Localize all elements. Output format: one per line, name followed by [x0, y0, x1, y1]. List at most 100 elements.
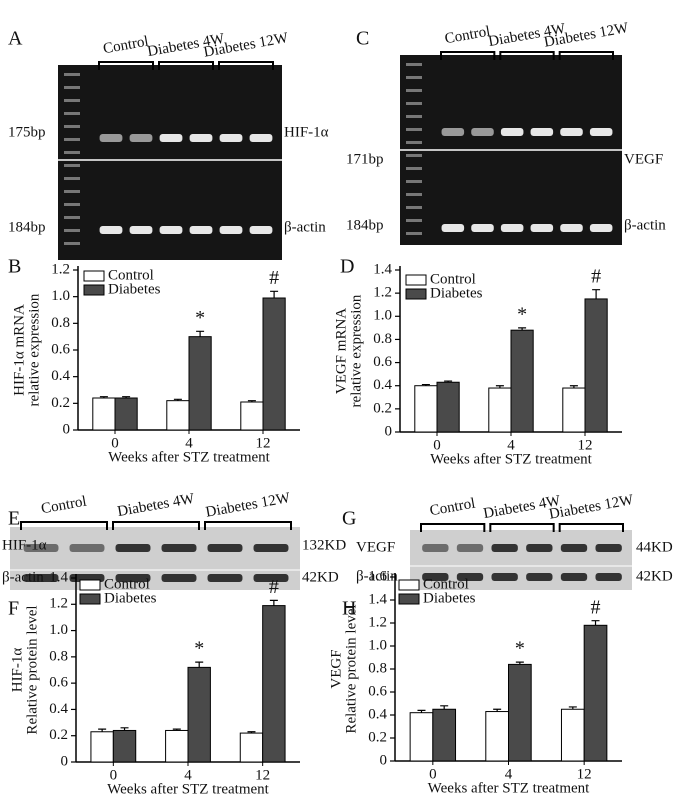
y-tick-label: 0.8: [373, 331, 392, 347]
ladder-band: [406, 167, 422, 170]
band: [159, 226, 183, 234]
significance-mark: *: [195, 307, 205, 329]
y-tick-label: 0.2: [51, 395, 70, 411]
group-label: Control: [429, 496, 477, 520]
significance-mark: #: [591, 596, 601, 618]
y-axis-label: VEGF mRNA: [333, 308, 349, 394]
group-label: Control: [102, 34, 150, 58]
x-tick-label: 4: [185, 435, 193, 451]
band-label: VEGF: [624, 151, 663, 167]
significance-mark: *: [194, 638, 204, 660]
ladder-band: [64, 151, 80, 154]
error-bar: [440, 705, 449, 710]
y-tick-label: 1.4: [373, 261, 392, 277]
group-label: Diabetes 4W: [116, 491, 196, 520]
group-label: Control: [444, 24, 492, 48]
band: [526, 544, 553, 552]
band: [456, 544, 484, 552]
error-bar: [493, 708, 502, 712]
panel-letter: E: [8, 508, 20, 530]
group-label: Control: [40, 494, 88, 518]
ladder-band: [406, 154, 422, 157]
y-tick-label: 0.4: [49, 701, 68, 717]
legend-label: Diabetes: [104, 590, 157, 606]
error-bar: [196, 330, 205, 337]
ladder-band: [64, 242, 80, 245]
y-tick-label: 0.6: [51, 341, 70, 357]
band-label: β-actin: [356, 568, 398, 584]
band: [161, 544, 197, 552]
bar: [485, 711, 509, 762]
error-bar: [592, 289, 601, 299]
y-tick-label: 1.2: [368, 614, 387, 630]
band: [500, 128, 524, 136]
y-tick-label: 0.2: [368, 729, 387, 745]
ladder-band: [406, 141, 422, 144]
error-bar: [247, 731, 256, 734]
x-tick-label: 0: [110, 767, 118, 783]
band-size: 44KD: [636, 539, 673, 555]
group-bracket: [558, 51, 614, 60]
band-label: β-actin: [2, 569, 44, 585]
bar: [188, 336, 212, 431]
ladder-band: [64, 203, 80, 206]
bar: [583, 624, 608, 762]
band: [189, 134, 213, 142]
error-bar: [247, 400, 256, 402]
y-tick-label: 1.6: [368, 568, 387, 584]
bar: [432, 708, 457, 762]
group-bracket: [158, 61, 214, 70]
ladder-band: [64, 177, 80, 180]
y-tick-label: 1.0: [49, 622, 68, 638]
band: [422, 544, 449, 552]
legend-swatch: [405, 274, 427, 286]
band: [595, 544, 622, 552]
band: [207, 544, 243, 552]
band: [249, 134, 273, 142]
bar: [240, 401, 264, 431]
y-tick-label: 0.4: [51, 368, 70, 384]
band-label: HIF-1α: [284, 124, 329, 140]
bar: [562, 387, 586, 433]
error-bar: [591, 620, 600, 626]
band: [471, 128, 494, 136]
legend-swatch: [79, 593, 101, 605]
x-axis-label: Weeks after STZ treatment: [108, 449, 270, 465]
bar: [262, 605, 286, 763]
group-label: Diabetes 12W: [548, 492, 636, 523]
band-size: 184bp: [8, 219, 46, 235]
band-size: 42KD: [302, 569, 339, 585]
x-tick-label: 0: [111, 435, 119, 451]
y-axis-label: HIF-1α mRNA: [11, 304, 27, 396]
band: [219, 134, 243, 142]
ladder-band: [64, 125, 80, 128]
band: [69, 544, 105, 552]
ladder-band: [64, 229, 80, 232]
band: [491, 573, 518, 581]
band: [115, 544, 151, 552]
group-bracket: [112, 521, 200, 530]
legend-swatch: [398, 593, 420, 605]
error-bar: [195, 661, 204, 668]
y-tick-label: 0: [61, 753, 69, 769]
error-bar: [515, 661, 524, 665]
y-axis-label: relative expression: [348, 294, 364, 407]
y-tick-label: 1.4: [49, 569, 68, 585]
band: [422, 573, 449, 581]
error-bar: [98, 728, 107, 732]
y-tick-label: 1.4: [368, 591, 387, 607]
group-bracket: [558, 523, 624, 532]
legend-swatch: [79, 579, 101, 591]
y-tick-label: 0.6: [373, 354, 392, 370]
y-tick-label: 1.2: [51, 261, 70, 277]
panel-letter: G: [342, 508, 356, 530]
group-bracket: [98, 61, 154, 70]
y-tick-label: 1.2: [373, 285, 392, 301]
ladder-band: [406, 180, 422, 183]
error-bar: [99, 396, 108, 398]
error-bar: [120, 727, 129, 731]
y-axis-label: Relative protein level: [343, 604, 359, 733]
y-tick-label: 0.8: [49, 648, 68, 664]
ladder-band: [406, 115, 422, 118]
x-tick-label: 12: [255, 767, 270, 783]
